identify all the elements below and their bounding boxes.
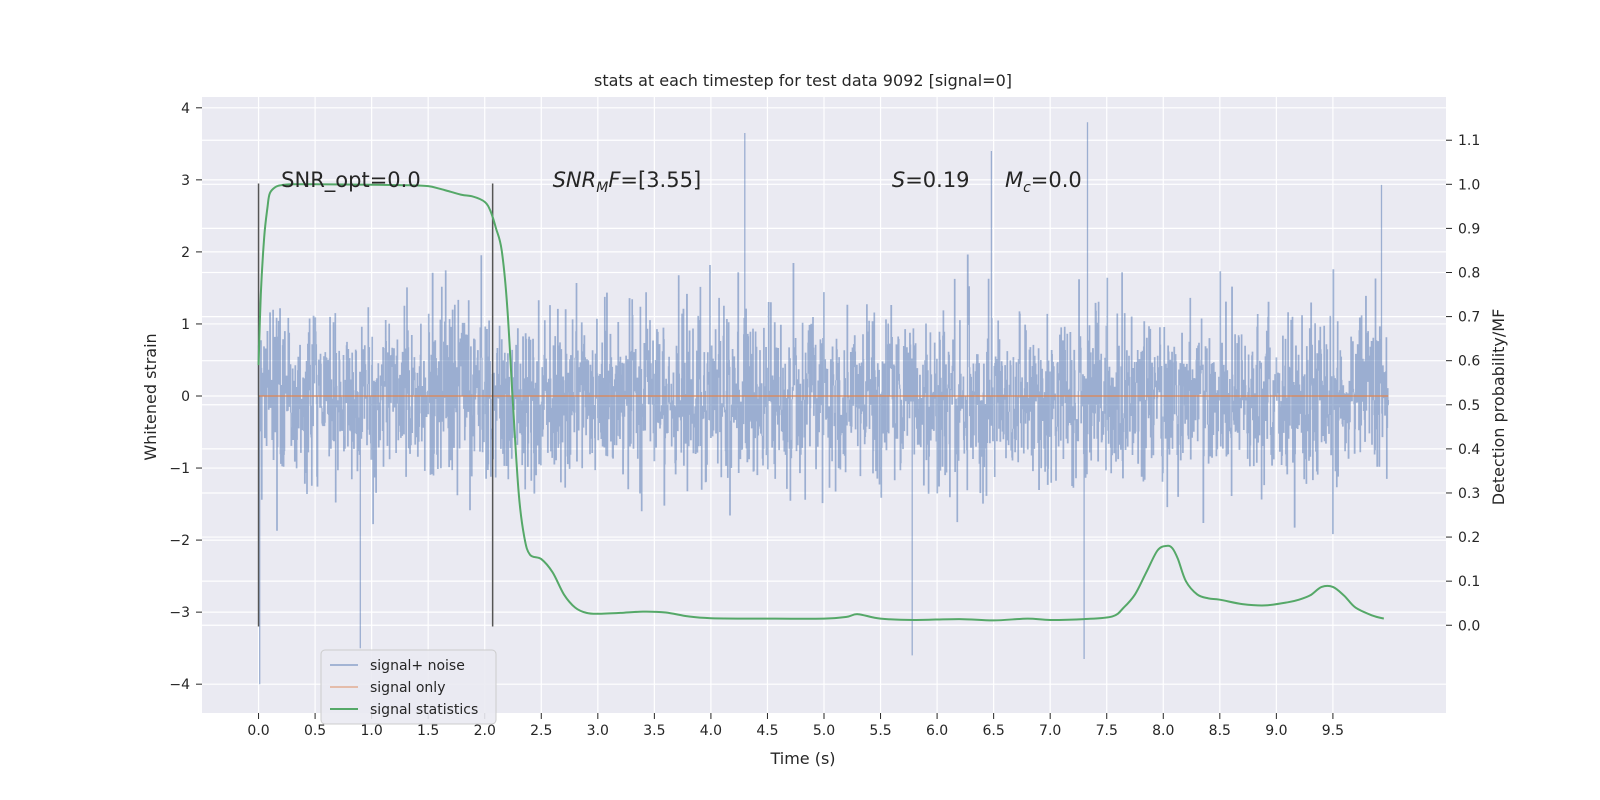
x-tick-label: 3.0 [587, 723, 609, 739]
x-tick-label: 1.5 [417, 723, 439, 739]
y2-tick-label: 0.3 [1458, 486, 1480, 502]
x-tick-label: 9.5 [1322, 723, 1344, 739]
y-tick-label: −3 [169, 605, 190, 621]
annotation-tail-italic: F [608, 168, 621, 192]
annotation-sub: M [596, 180, 608, 196]
legend: signal+ noise signal only signal statistic… [320, 649, 497, 725]
annotation-main: S [892, 168, 905, 192]
annotation: S=0.19 [892, 168, 970, 192]
x-tick-label: 8.5 [1209, 723, 1231, 739]
legend-label: signal+ noise [370, 658, 465, 674]
y2-tick-label: 1.1 [1458, 133, 1480, 149]
y2-tick-label: 0.0 [1458, 618, 1480, 634]
x-tick-label: 4.0 [700, 723, 722, 739]
y-tick-label: 2 [181, 245, 190, 261]
x-tick-label: 9.0 [1265, 723, 1287, 739]
chart-title: stats at each timestep for test data 909… [594, 71, 1012, 90]
y-tick-label: 1 [181, 317, 190, 333]
x-tick-label: 1.0 [361, 723, 383, 739]
y2-tick-label: 0.9 [1458, 221, 1480, 237]
x-tick-label: 5.0 [813, 723, 835, 739]
y2-tick-label: 0.6 [1458, 354, 1480, 370]
annotation-main: M [1005, 168, 1023, 192]
x-tick-label: 4.5 [756, 723, 778, 739]
x-tick-label: 5.5 [869, 723, 891, 739]
x-tick-label: 7.5 [1096, 723, 1118, 739]
x-axis-ticks: 0.0 0.5 1.0 1.5 2.0 2.5 3.0 3.5 4.0 4.5 5.0 5.5 6.0 6… [247, 713, 1344, 739]
x-tick-label: 6.5 [983, 723, 1005, 739]
y2-tick-label: 0.2 [1458, 530, 1480, 546]
y-tick-label: −2 [169, 533, 190, 549]
vertical-markers [257, 183, 494, 627]
x-tick-label: 2.5 [530, 723, 552, 739]
y2-tick-label: 0.5 [1458, 398, 1480, 414]
x-tick-label: 7.0 [1039, 723, 1061, 739]
annotations: SNR_opt=0.0 SNRMF=[3.55] S=0.19 Mc=0.0 [281, 168, 1082, 196]
y2-tick-label: 0.8 [1458, 265, 1480, 281]
y2-tick-label: 0.7 [1458, 310, 1480, 326]
legend-box [320, 649, 497, 725]
y2-tick-label: 0.4 [1458, 442, 1480, 458]
x-tick-label: 6.0 [926, 723, 948, 739]
signal-statistics-line [257, 183, 1385, 622]
annotation: SNRMF=[3.55] [553, 168, 702, 196]
annotation-main: SNR_opt=0.0 [281, 168, 421, 193]
x-tick-label: 0.0 [247, 723, 269, 739]
x-axis-label: Time (s) [769, 749, 835, 768]
annotation-tail: =0.0 [1031, 168, 1082, 192]
annotation-tail: F=[3.55] [608, 168, 701, 192]
x-tick-label: 8.0 [1152, 723, 1174, 739]
y-tick-label: −1 [169, 461, 190, 477]
y2-tick-label: 1.0 [1458, 177, 1480, 193]
legend-label: signal statistics [370, 702, 478, 718]
y-axis-label-left: Whitened strain [141, 333, 160, 460]
series-signal-statistics [257, 183, 1385, 622]
y-tick-label: 0 [181, 389, 190, 405]
x-tick-label: 2.0 [474, 723, 496, 739]
legend-label: signal only [370, 680, 445, 696]
y-tick-label: 3 [181, 173, 190, 189]
annotation-tail-rest: =[3.55] [620, 168, 701, 192]
annotation: Mc=0.0 [1005, 168, 1082, 196]
y-axis-label-right: Detection probability/MF [1489, 309, 1508, 506]
y2-tick-label: 0.1 [1458, 574, 1480, 590]
y-left-axis-ticks: −4 −3 −2 −1 0 1 2 3 4 [169, 101, 202, 693]
annotation-tail: =0.19 [905, 168, 969, 192]
annotation-sub: c [1023, 180, 1031, 196]
annotation-main: SNR [553, 168, 597, 192]
annotation: SNR_opt=0.0 [281, 168, 421, 193]
x-tick-label: 0.5 [304, 723, 326, 739]
y-tick-label: 4 [181, 101, 190, 117]
y-right-axis-ticks: 0.0 0.1 0.2 0.3 0.4 0.5 0.6 0.7 0.8 0.9 1.0 1.1 [1446, 133, 1480, 634]
x-tick-label: 3.5 [643, 723, 665, 739]
y-tick-label: −4 [169, 677, 190, 693]
